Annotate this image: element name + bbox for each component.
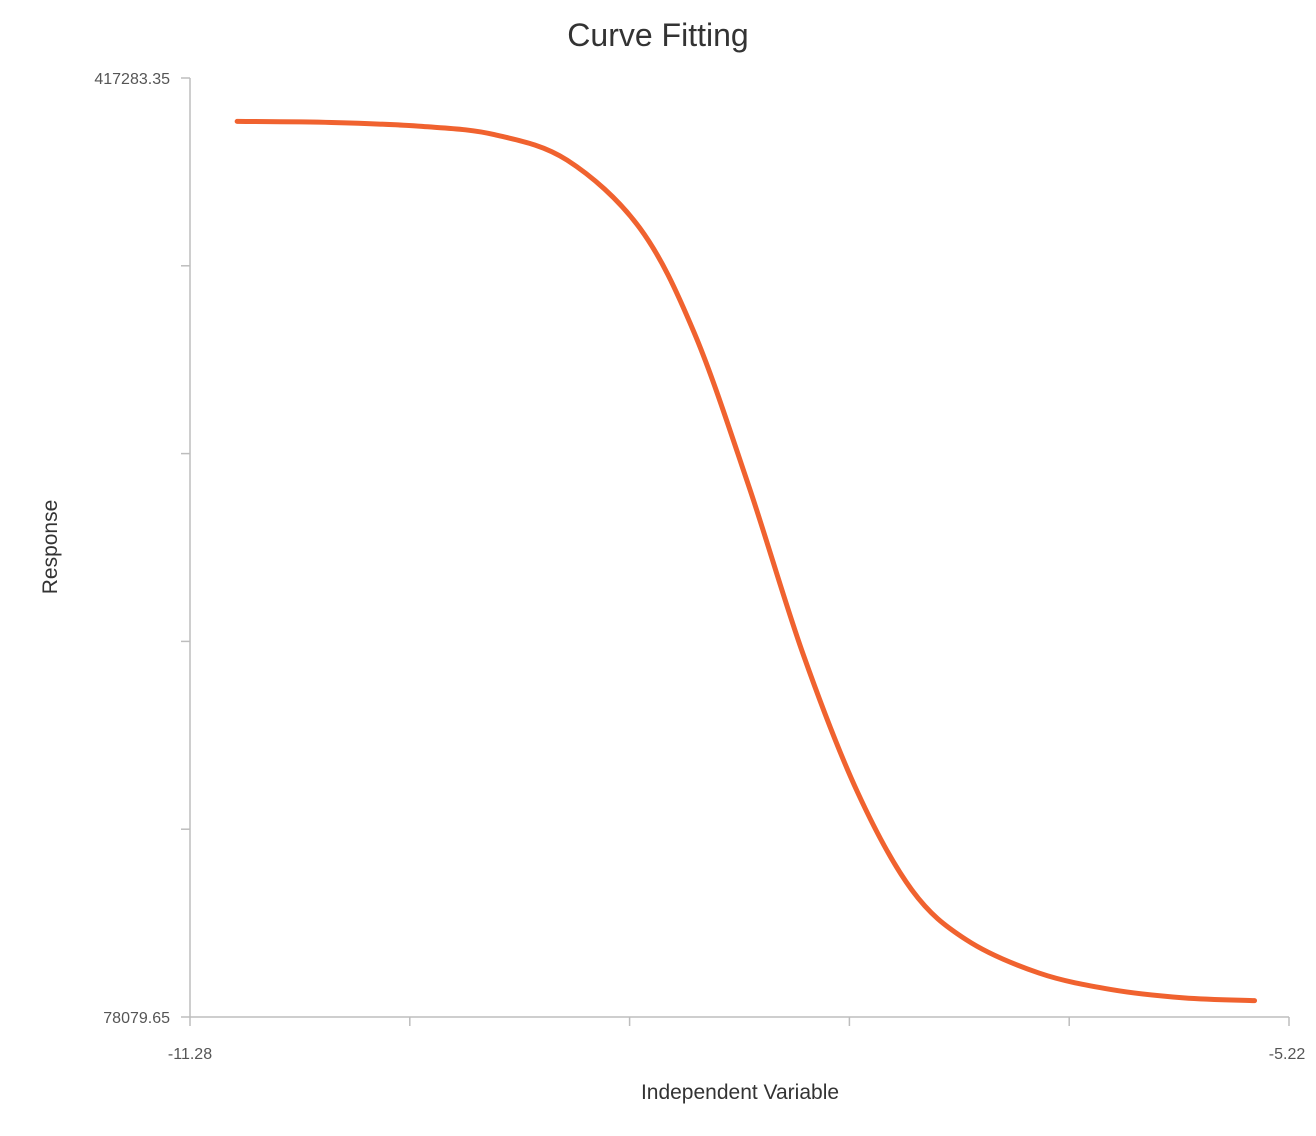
x-tick-label-max: -5.22	[1269, 1046, 1306, 1063]
fitted-curve-line	[234, 118, 1258, 1004]
chart-title: Curve Fitting	[567, 17, 748, 53]
y-axis-title: Response	[39, 500, 62, 595]
plot-series	[234, 118, 1258, 1004]
x-ticks	[189, 1017, 1290, 1026]
y-tick-label-min: 78079.65	[103, 1010, 170, 1027]
axes	[181, 77, 1290, 1026]
x-tick-label-min: -11.28	[168, 1046, 212, 1063]
x-axis-title: Independent Variable	[641, 1081, 839, 1104]
y-tick-label-max: 417283.35	[94, 71, 170, 88]
y-ticks	[181, 77, 190, 1018]
